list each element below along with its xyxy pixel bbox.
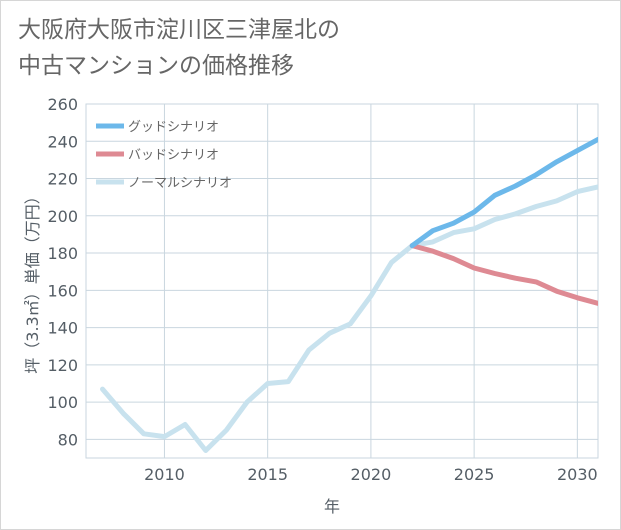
y-tick-label: 260 (47, 95, 78, 114)
x-tick-label: 2025 (454, 465, 495, 484)
x-tick-label: 2020 (351, 465, 392, 484)
chart-title-line1: 大阪府大阪市淀川区三津屋北の (18, 17, 340, 43)
y-tick-label: 220 (47, 170, 78, 189)
chart-title: 大阪府大阪市淀川区三津屋北の 中古マンションの価格推移 (18, 12, 608, 84)
y-tick-label: 140 (47, 319, 78, 338)
y-tick-label: 120 (47, 356, 78, 375)
legend-label: グッドシナリオ (128, 120, 219, 135)
y-tick-labels: 80 100 120 140 160 180 200 220 240 260 (47, 95, 78, 449)
x-tick-label: 2030 (557, 465, 598, 484)
series-line (409, 136, 598, 249)
series-line (409, 243, 598, 306)
x-axis-label: 年 (324, 497, 340, 516)
series-lines (100, 136, 598, 453)
x-tick-label: 2010 (144, 465, 185, 484)
y-tick-label: 100 (47, 393, 78, 412)
y-tick-label: 240 (47, 132, 78, 151)
y-tick-label: 80 (58, 430, 78, 449)
y-tick-label: 200 (47, 207, 78, 226)
legend-label: バッドシナリオ (128, 148, 219, 163)
grid-lines (85, 103, 599, 459)
chart-title-line2: 中古マンションの価格推移 (18, 53, 294, 79)
y-tick-label: 160 (47, 281, 78, 300)
y-tick-label: 180 (47, 244, 78, 263)
x-tick-label: 2015 (247, 465, 288, 484)
y-axis-label: 坪（3.3㎡）単価（万円） (23, 188, 42, 373)
series-line (100, 184, 598, 453)
legend-label: ノーマルシナリオ (128, 176, 232, 191)
x-tick-labels: 2010 2015 2020 2025 2030 (144, 465, 598, 484)
